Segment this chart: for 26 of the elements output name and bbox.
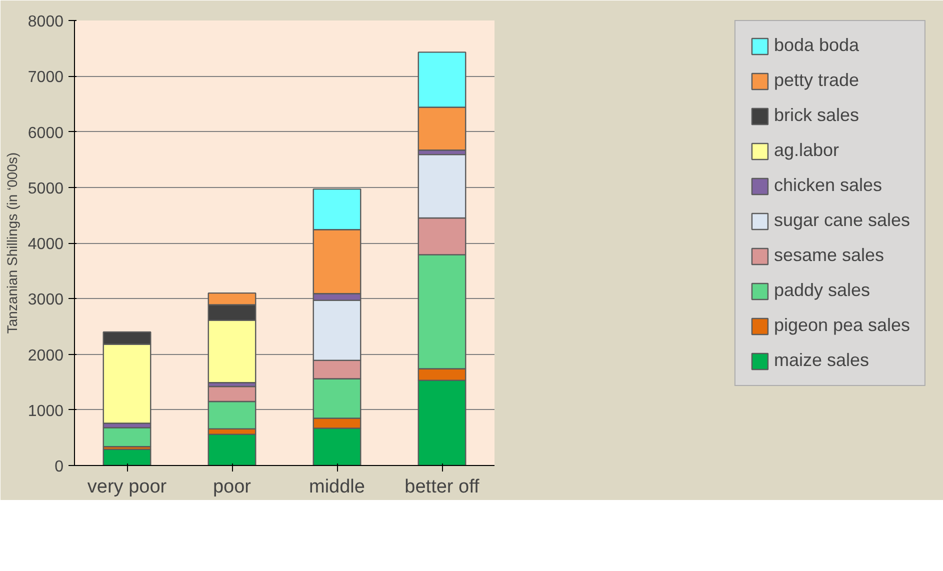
legend-label: pigeon pea sales — [774, 315, 910, 336]
y-tick-label: 7000 — [28, 69, 64, 86]
x-tick-label: very poor — [87, 476, 168, 498]
y-tick-label: 1000 — [28, 402, 64, 420]
legend-label: maize sales — [774, 350, 869, 371]
bar — [102, 427, 152, 448]
x-tick-label: middle — [309, 476, 365, 498]
legend-label: chicken sales — [774, 175, 882, 196]
y-tick-label: 4000 — [28, 236, 64, 253]
y-tick-label: 8000 — [28, 14, 64, 30]
y-tick-label: 0 — [54, 458, 64, 476]
bar — [208, 434, 256, 466]
y-tick-label: 3000 — [28, 292, 64, 309]
legend-label: sesame sales — [774, 245, 884, 266]
x-tick-label: poor — [212, 476, 252, 498]
y-tick-label: 2000 — [28, 347, 64, 364]
y-axis-title: Tanzanian Shillings (in ‘000s) — [4, 152, 20, 334]
x-tick-label: better off — [404, 476, 480, 498]
legend-label: sugar cane sales — [774, 210, 910, 231]
legend-label: ag.labor — [774, 140, 840, 161]
y-tick-label: 6000 — [28, 124, 64, 142]
legend-label: boda boda — [774, 35, 860, 56]
legend-label: petty trade — [774, 70, 860, 91]
legend-label: brick sales — [774, 105, 859, 126]
y-tick-label: 5000 — [28, 180, 64, 198]
legend-label: paddy sales — [774, 280, 870, 301]
